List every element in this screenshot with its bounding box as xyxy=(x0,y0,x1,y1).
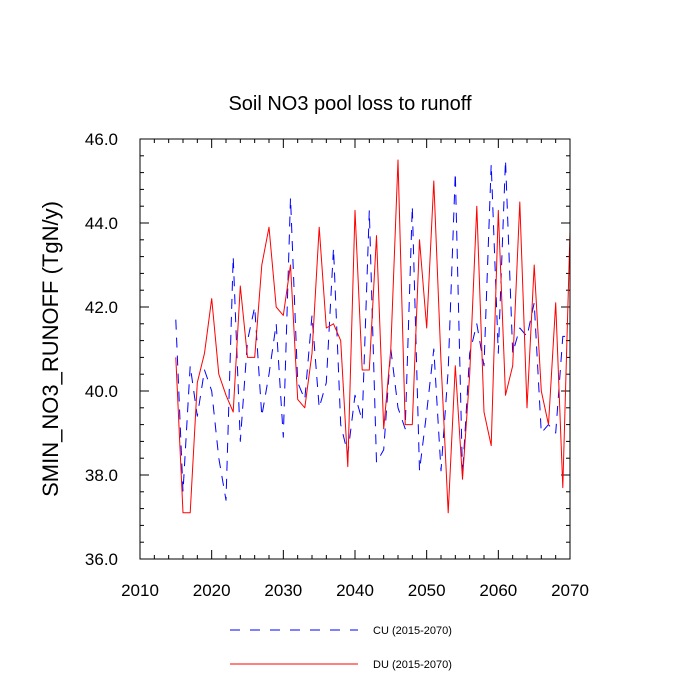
tick-labels: 2010 2020 2030 2040 2050 2060 2070 36.0 38.0 40.0… xyxy=(85,130,589,600)
x-tick-label: 2020 xyxy=(193,581,231,600)
legend: CU (2015-2070) DU (2015-2070) xyxy=(230,625,452,671)
legend-label-cu: CU (2015-2070) xyxy=(373,625,452,637)
y-tick-label: 44.0 xyxy=(85,214,118,233)
chart-title: Soil NO3 pool loss to runoff xyxy=(228,93,472,115)
y-tick-label: 40.0 xyxy=(85,382,118,401)
x-tick-label: 2060 xyxy=(479,581,517,600)
x-tick-label: 2030 xyxy=(264,581,302,600)
y-tick-label: 36.0 xyxy=(85,550,118,569)
series-line-cu xyxy=(175,159,570,501)
y-axis-label: SMIN_NO3_RUNOFF (TgN/y) xyxy=(38,201,63,497)
x-tick-label: 2050 xyxy=(408,581,446,600)
legend-label-du: DU (2015-2070) xyxy=(373,659,452,671)
series-layer xyxy=(175,159,571,514)
axis-ticks xyxy=(139,138,571,560)
y-tick-label: 38.0 xyxy=(85,466,118,485)
y-tick-label: 46.0 xyxy=(85,130,118,149)
y-tick-label: 42.0 xyxy=(85,298,118,317)
series-line-du xyxy=(175,159,571,514)
x-tick-label: 2010 xyxy=(121,581,159,600)
x-tick-label: 2070 xyxy=(551,581,589,600)
x-tick-label: 2040 xyxy=(336,581,374,600)
plot-frame xyxy=(139,138,571,560)
